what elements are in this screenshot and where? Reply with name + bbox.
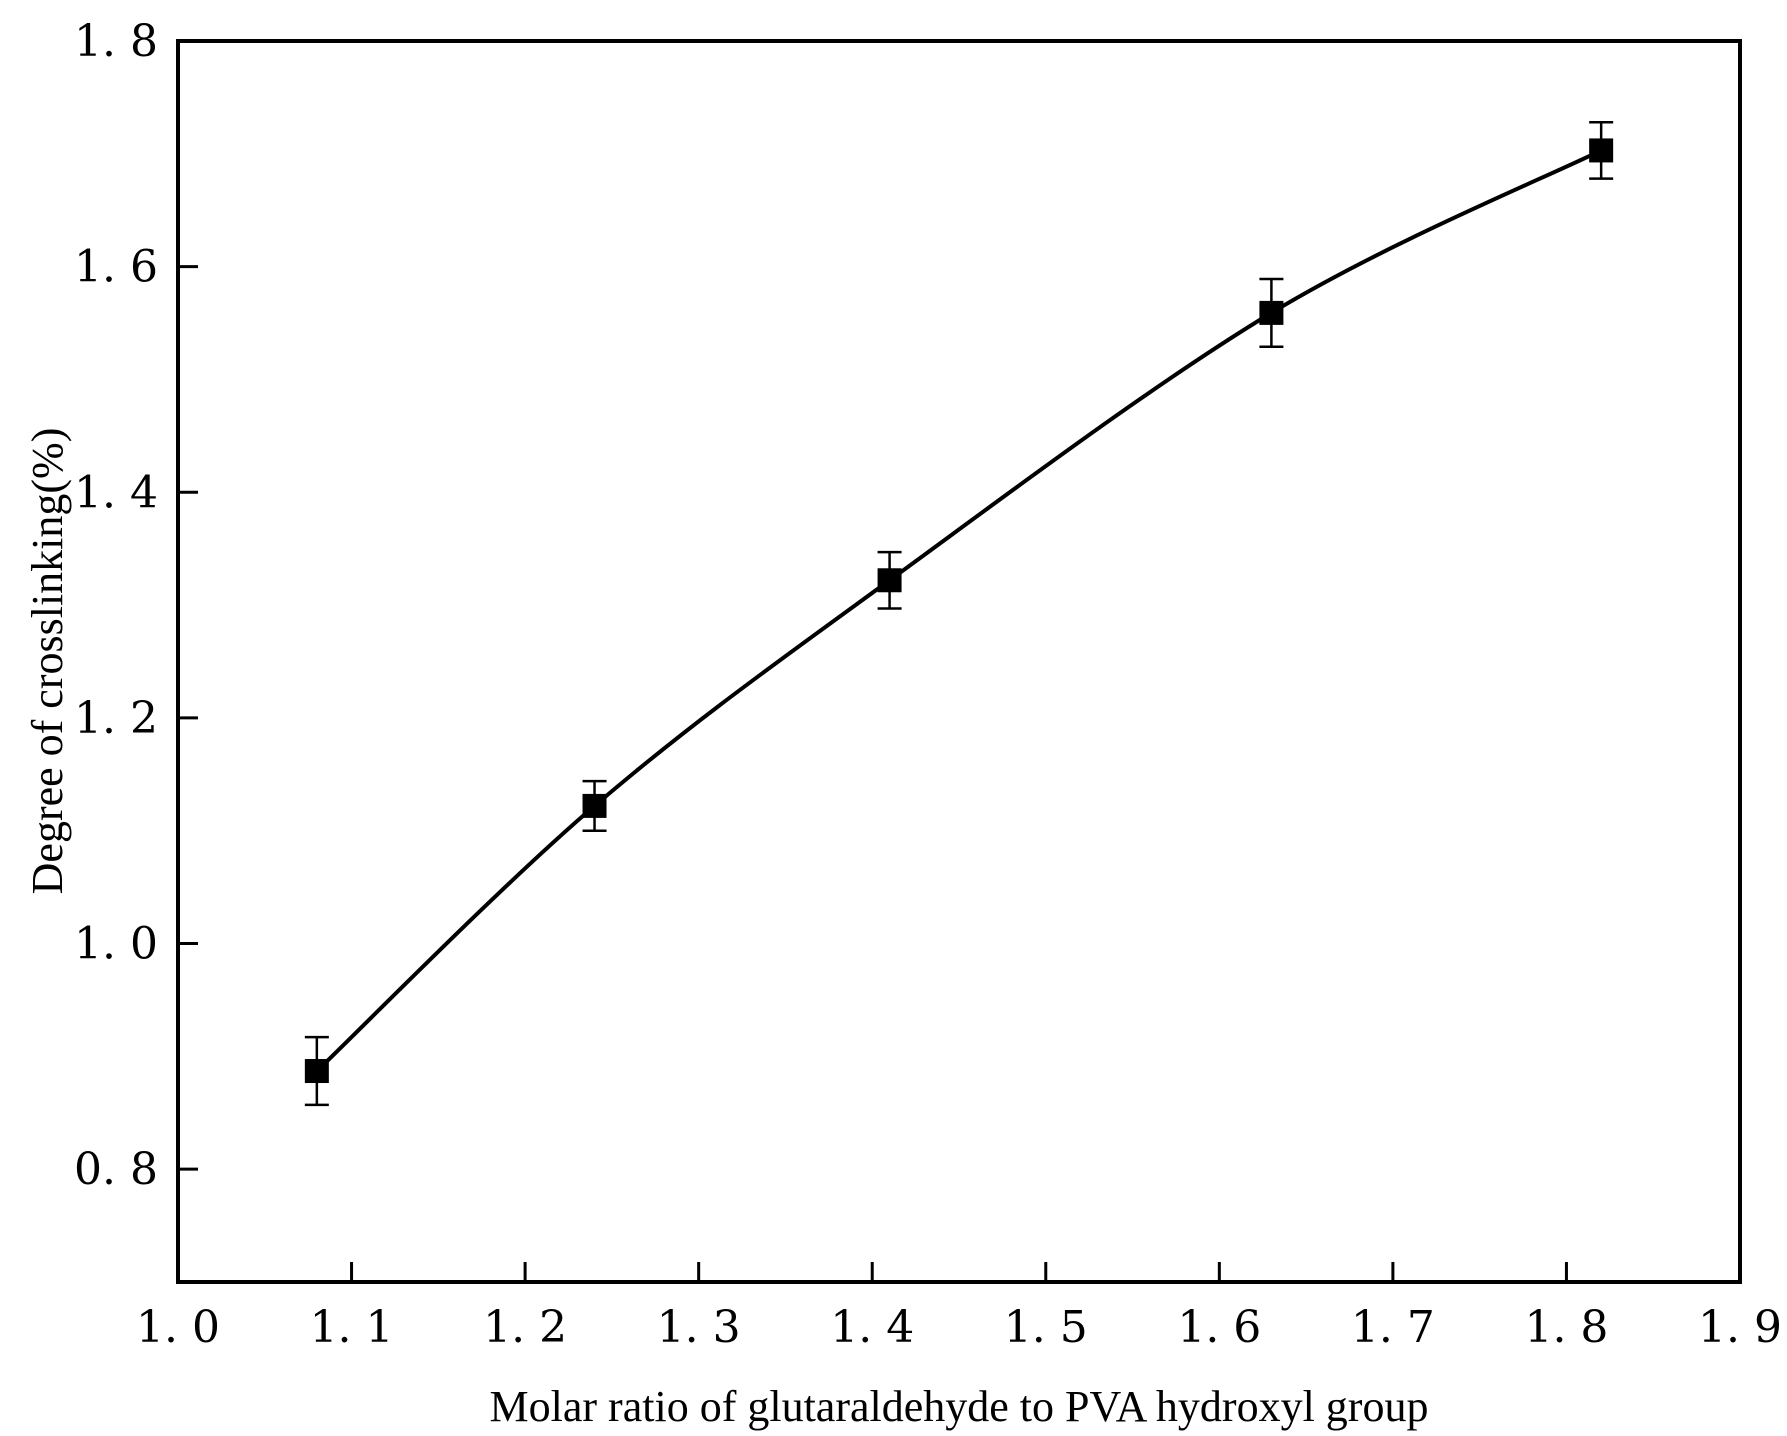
y-axis-tick-labels: 0. 8 1. 0 1. 2 1. 4 1. 6 1. 8: [74, 16, 158, 1195]
plot-frame: [176, 39, 1742, 1284]
y-axis-ticks: [178, 39, 198, 1171]
x-tick-label: 1. 5: [1004, 1302, 1088, 1353]
data-point-marker: [1589, 138, 1614, 163]
data-point-marker: [304, 1059, 329, 1084]
y-tick-label: 1. 0: [74, 919, 158, 970]
x-tick-label: 1. 2: [483, 1302, 567, 1353]
x-tick-label: 1. 6: [1177, 1302, 1261, 1353]
y-tick-label: 0. 8: [74, 1144, 158, 1195]
y-axis-title: Degree of crosslinking(%): [23, 428, 72, 895]
y-tick-label: 1. 6: [74, 242, 158, 293]
x-axis-title: Molar ratio of glutaraldehyde to PVA hyd…: [490, 1382, 1429, 1431]
x-axis-tick-labels: 1. 0 1. 1 1. 2 1. 3 1. 4 1. 5 1. 6 1. 7 1. 8 1. 9: [136, 1302, 1782, 1353]
y-tick-label: 1. 8: [74, 16, 158, 67]
y-tick-label: 1. 4: [74, 467, 158, 518]
data-point-marker: [582, 793, 607, 818]
y-tick-label: 1. 2: [74, 693, 158, 744]
data-markers: [304, 138, 1614, 1084]
error-bars: [304, 120, 1614, 1107]
data-point-marker: [1259, 300, 1284, 325]
x-tick-label: 1. 3: [657, 1302, 741, 1353]
x-tick-label: 1. 7: [1351, 1302, 1435, 1353]
x-tick-label: 1. 0: [136, 1302, 220, 1353]
x-axis-ticks: [176, 1262, 1742, 1282]
x-tick-label: 1. 1: [310, 1302, 394, 1353]
x-tick-label: 1. 8: [1524, 1302, 1608, 1353]
data-point-marker: [877, 568, 902, 593]
x-tick-label: 1. 9: [1698, 1302, 1782, 1353]
x-tick-label: 1. 4: [830, 1302, 914, 1353]
series-line: [315, 148, 1603, 1073]
